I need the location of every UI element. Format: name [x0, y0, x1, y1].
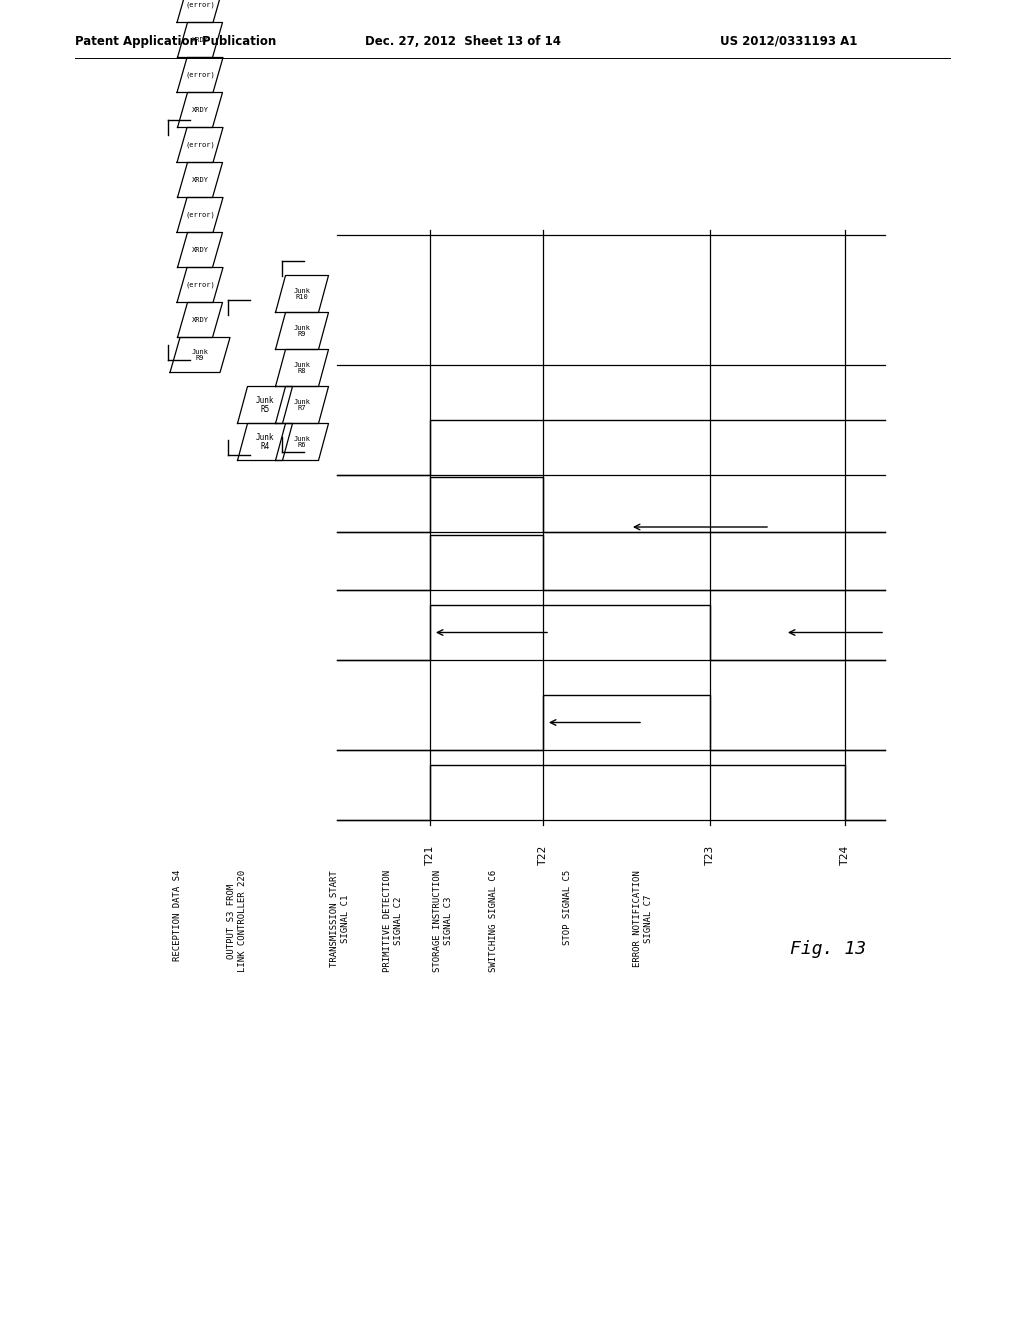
Text: Junk
R9: Junk R9 [294, 325, 310, 337]
Text: STOP SIGNAL C5: STOP SIGNAL C5 [563, 870, 572, 945]
Text: (error): (error) [185, 211, 215, 218]
Text: Junk
R6: Junk R6 [294, 436, 310, 449]
Text: T22: T22 [538, 845, 548, 865]
Text: Junk
R4: Junk R4 [256, 433, 274, 451]
Text: Junk
R10: Junk R10 [294, 288, 310, 300]
Text: Junk
R9: Junk R9 [191, 348, 209, 362]
Text: (error): (error) [185, 1, 215, 8]
Text: T24: T24 [840, 845, 850, 865]
Text: Junk
R7: Junk R7 [294, 399, 310, 412]
Text: XRDY: XRDY [191, 317, 209, 323]
Text: TRANSMISSION START
SIGNAL C1: TRANSMISSION START SIGNAL C1 [330, 870, 350, 966]
Text: PRIMITIVE DETECTION
SIGNAL C2: PRIMITIVE DETECTION SIGNAL C2 [383, 870, 403, 972]
Text: T21: T21 [425, 845, 435, 865]
Text: Patent Application Publication: Patent Application Publication [75, 36, 276, 48]
Text: XRDY: XRDY [191, 37, 209, 44]
Text: OUTPUT S3 FROM
LINK CONTROLLER 220: OUTPUT S3 FROM LINK CONTROLLER 220 [227, 870, 247, 972]
Text: SWITCHING SIGNAL C6: SWITCHING SIGNAL C6 [488, 870, 498, 972]
Text: XRDY: XRDY [191, 177, 209, 183]
Text: (error): (error) [185, 71, 215, 78]
Text: ERROR NOTIFICATION
SIGNAL C7: ERROR NOTIFICATION SIGNAL C7 [633, 870, 653, 966]
Text: Dec. 27, 2012  Sheet 13 of 14: Dec. 27, 2012 Sheet 13 of 14 [365, 36, 561, 48]
Text: XRDY: XRDY [191, 107, 209, 114]
Text: (error): (error) [185, 281, 215, 288]
Text: (error): (error) [185, 141, 215, 148]
Text: RECEPTION DATA S4: RECEPTION DATA S4 [173, 870, 182, 961]
Text: XRDY: XRDY [191, 247, 209, 253]
Text: Junk
R5: Junk R5 [256, 396, 274, 414]
Text: US 2012/0331193 A1: US 2012/0331193 A1 [720, 36, 857, 48]
Text: T23: T23 [705, 845, 715, 865]
Text: Junk
R8: Junk R8 [294, 362, 310, 375]
Text: STORAGE INSTRUCTION
SIGNAL C3: STORAGE INSTRUCTION SIGNAL C3 [433, 870, 453, 972]
Text: Fig. 13: Fig. 13 [790, 940, 866, 958]
